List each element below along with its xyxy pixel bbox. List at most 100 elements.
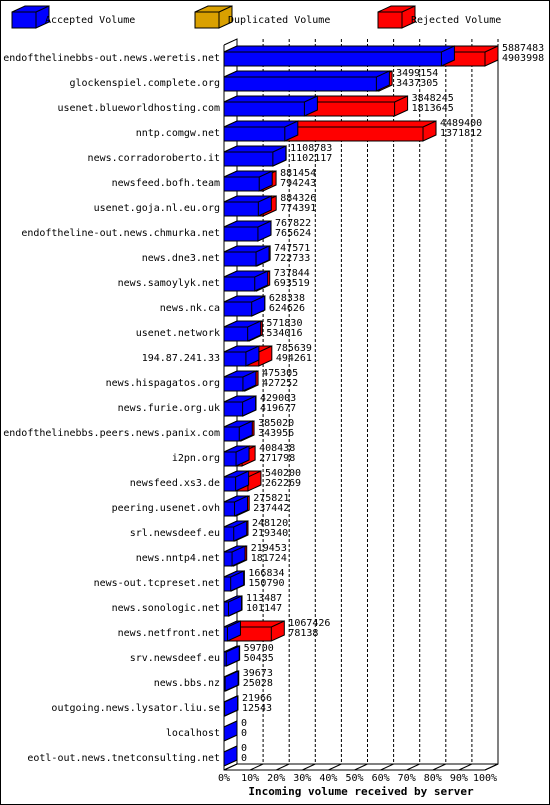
value-label: 3437305	[396, 78, 438, 89]
y-tick-label: peering.usenet.ovh	[112, 503, 220, 514]
x-tick-label: 80%	[424, 773, 442, 784]
value-label: 5887483	[502, 43, 544, 54]
x-axis-title: Incoming volume received by server	[248, 785, 474, 798]
y-tick-label: news.furie.org.uk	[118, 403, 220, 414]
bar	[223, 295, 266, 317]
tick-mark	[275, 763, 290, 771]
value-label: 262269	[265, 478, 301, 489]
bar	[223, 345, 260, 367]
value-label: 408438	[259, 443, 295, 454]
x-tick-label: 10%	[241, 773, 259, 784]
value-label: 59700	[244, 643, 274, 654]
bar	[223, 170, 273, 192]
value-label: 1371812	[440, 128, 482, 139]
y-tick-label: eotl-out.news.tnetconsulting.net	[27, 753, 220, 764]
bar	[223, 245, 270, 267]
bar	[223, 520, 248, 542]
tick-mark	[432, 763, 447, 771]
x-tick-label: 90%	[450, 773, 468, 784]
tick-mark	[328, 763, 342, 771]
x-tick-label: 50%	[345, 773, 363, 784]
value-label: 0	[241, 753, 247, 764]
value-label: 427252	[262, 378, 298, 389]
value-label: 50435	[244, 653, 274, 664]
value-label: 181724	[251, 553, 287, 564]
bar	[223, 420, 253, 442]
value-label: 219340	[252, 528, 288, 539]
value-label: 571830	[266, 318, 302, 329]
bar	[223, 745, 238, 767]
tick-mark	[249, 763, 264, 771]
value-label: 150790	[248, 578, 284, 589]
bar	[223, 70, 390, 92]
bar	[223, 670, 239, 692]
y-tick-label: endoftheline-out.news.chmurka.net	[21, 228, 220, 239]
y-tick-label: srl.newsdeef.eu	[130, 528, 220, 539]
bar	[223, 645, 240, 667]
tick-mark	[458, 763, 473, 771]
value-label: 794243	[280, 178, 316, 189]
value-label: 693519	[274, 278, 310, 289]
value-label: 21966	[242, 693, 272, 704]
bar	[223, 470, 250, 492]
value-label: 385020	[258, 418, 294, 429]
value-label: 534016	[266, 328, 302, 339]
value-label: 4903998	[502, 53, 544, 64]
y-tick-label: endofthelinebbs.peers.news.panix.com	[3, 428, 220, 439]
bar	[223, 495, 249, 517]
bar	[223, 595, 242, 617]
value-label: 101147	[246, 603, 282, 614]
bar	[223, 270, 269, 292]
value-label: 275821	[253, 493, 289, 504]
y-tick-label: endofthelinebbs-out.news.weretis.net	[3, 53, 220, 64]
legend-swatch	[377, 5, 416, 29]
bar	[223, 370, 257, 392]
y-tick-label: i2pn.org	[172, 453, 220, 464]
tick-mark	[354, 763, 368, 771]
y-tick-label: news.hispagatos.org	[106, 378, 220, 389]
x-tick-label: 70%	[398, 773, 416, 784]
value-label: 1102117	[290, 153, 332, 164]
tick-mark	[380, 763, 394, 771]
x-tick-label: 60%	[372, 773, 390, 784]
value-label: 881454	[280, 168, 316, 179]
y-tick-label: nntp.comgw.net	[136, 128, 220, 139]
value-label: 1067426	[288, 618, 330, 629]
x-tick-label: 0%	[218, 773, 230, 784]
bar	[223, 320, 262, 342]
value-label: 540200	[265, 468, 301, 479]
legend-swatch	[11, 5, 50, 29]
y-tick-label: usenet.goja.nl.eu.org	[94, 203, 220, 214]
value-label: 494261	[276, 353, 312, 364]
x-tick-label: 20%	[267, 773, 285, 784]
value-label: 12543	[242, 703, 272, 714]
value-label: 0	[241, 718, 247, 729]
y-tick-label: news.nk.ca	[160, 303, 220, 314]
value-label: 343956	[258, 428, 294, 439]
value-label: 3499154	[396, 68, 438, 79]
value-label: 248120	[252, 518, 288, 529]
bar	[223, 620, 241, 642]
y-tick-label: news-out.tcpreset.net	[94, 578, 220, 589]
value-label: 271798	[259, 453, 295, 464]
bar	[223, 720, 238, 742]
x-tick-label: 100%	[473, 773, 497, 784]
value-label: 219453	[251, 543, 287, 554]
bar	[223, 695, 239, 717]
legend-swatch	[194, 5, 233, 29]
value-label: 1108783	[290, 143, 332, 154]
y-tick-label: localhost	[166, 728, 220, 739]
value-label: 113487	[246, 593, 282, 604]
value-label: 774391	[280, 203, 316, 214]
y-tick-label: news.samoylyk.net	[118, 278, 220, 289]
value-label: 25028	[243, 678, 273, 689]
value-label: 166834	[248, 568, 284, 579]
value-label: 767822	[275, 218, 311, 229]
value-label: 39673	[243, 668, 273, 679]
legend-label: Accepted Volume	[45, 15, 135, 26]
bar	[223, 95, 318, 117]
value-label: 737844	[274, 268, 310, 279]
y-tick-label: news.nntp4.net	[136, 553, 220, 564]
legend-label: Duplicated Volume	[228, 15, 330, 26]
